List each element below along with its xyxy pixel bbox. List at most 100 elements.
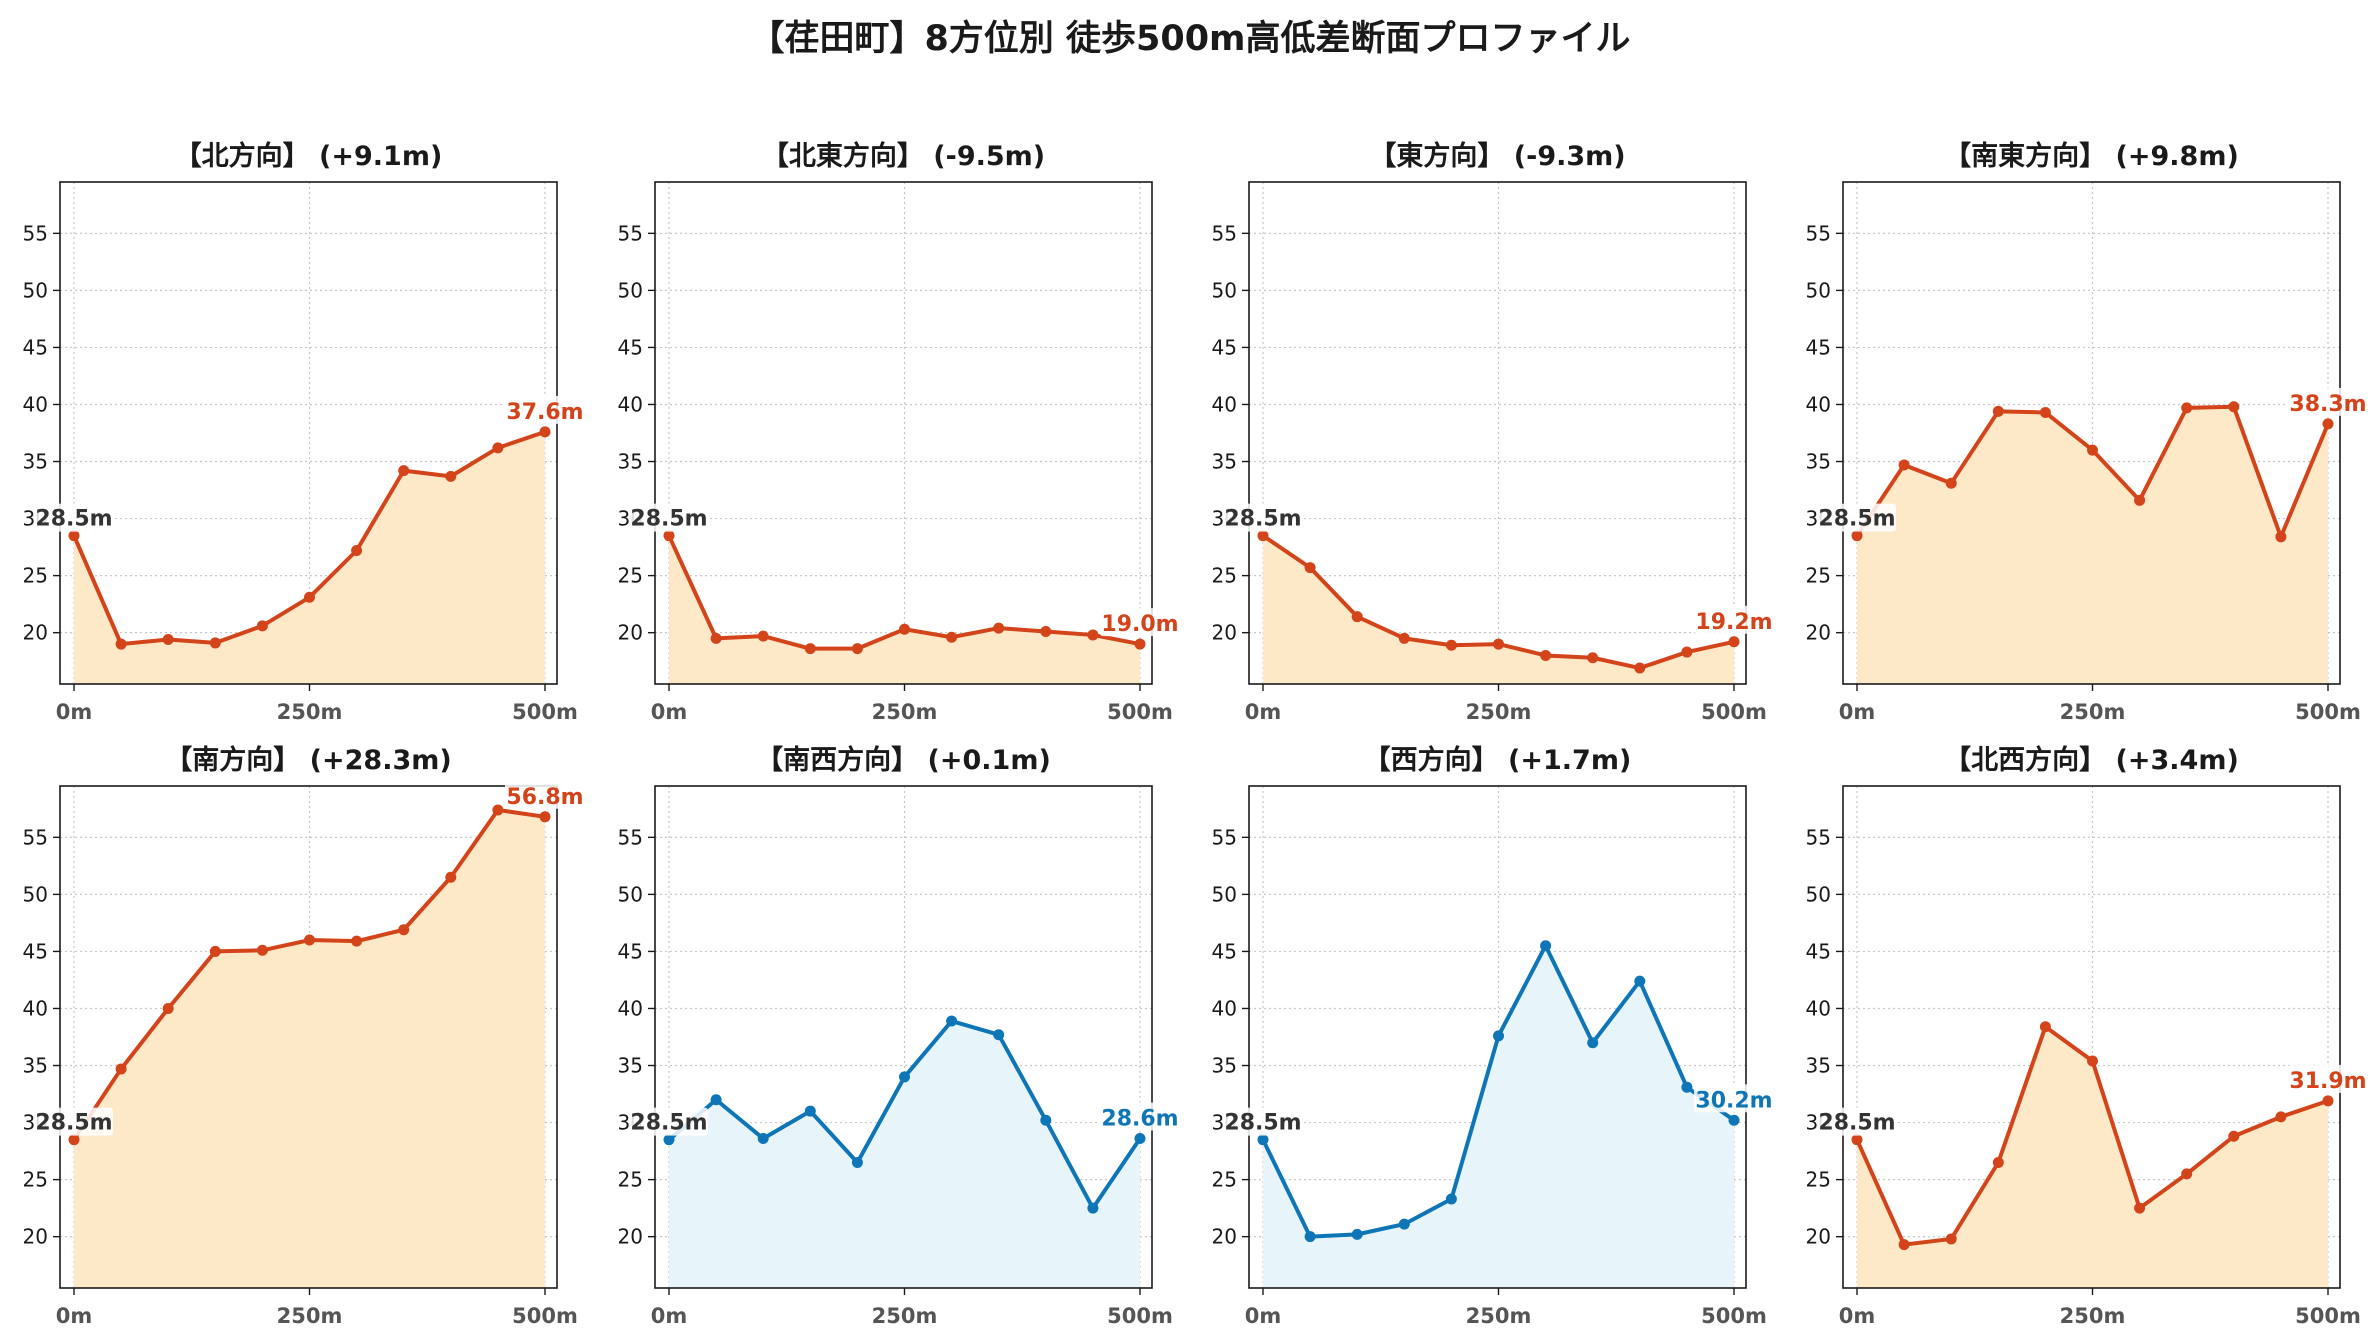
- data-point: [993, 1029, 1005, 1041]
- end-label-bg: [505, 780, 585, 809]
- area-fill: [1263, 945, 1734, 1288]
- data-point: [2181, 1168, 2193, 1180]
- data-point: [1087, 629, 1099, 641]
- x-tick-label: 250m: [872, 1304, 938, 1328]
- y-tick-label: 55: [1806, 221, 1831, 245]
- data-point: [1445, 639, 1457, 651]
- data-point: [993, 622, 1005, 634]
- end-label: 30.2m: [1695, 1088, 1772, 1113]
- y-tick-label: 55: [1212, 221, 1237, 245]
- data-point: [2134, 1202, 2146, 1214]
- x-tick-label: 0m: [1245, 700, 1282, 724]
- data-point: [2275, 1111, 2287, 1123]
- start-label-bg: [35, 1107, 113, 1136]
- area-fill: [1857, 406, 2328, 684]
- y-tick-label: 55: [1212, 825, 1237, 849]
- y-tick-label: 25: [23, 1168, 48, 1192]
- start-label: 28.5m: [1818, 1111, 1895, 1136]
- x-tick-label: 500m: [1107, 1304, 1173, 1328]
- y-tick-label: 40: [1212, 996, 1237, 1020]
- y-tick-label: 20: [23, 621, 48, 645]
- data-point: [2322, 418, 2334, 430]
- data-point: [757, 630, 769, 642]
- data-point: [1898, 1239, 1910, 1251]
- y-tick-label: 45: [1212, 939, 1237, 963]
- end-label-bg: [2288, 1064, 2368, 1093]
- start-label: 28.5m: [1818, 507, 1895, 532]
- area-fill: [1857, 1026, 2328, 1288]
- panel-title: 【東方向】 (-9.3m): [1369, 140, 1625, 172]
- x-tick-label: 500m: [2295, 1304, 2361, 1328]
- y-tick-label: 45: [23, 335, 48, 359]
- y-tick-label: 55: [618, 825, 643, 849]
- start-label: 28.5m: [630, 1111, 707, 1136]
- panel-title: 【北西方向】 (+3.4m): [1944, 744, 2239, 776]
- data-point: [1351, 1228, 1363, 1240]
- chart-panel: 20253035404550550m250m500m【北東方向】 (-9.5m)…: [618, 140, 1180, 724]
- data-point: [2134, 494, 2146, 506]
- end-label: 37.6m: [506, 400, 583, 425]
- end-label-bg: [1100, 608, 1180, 637]
- x-tick-label: 250m: [2060, 1304, 2126, 1328]
- y-tick-label: 35: [1212, 1054, 1237, 1078]
- y-tick-label: 55: [23, 221, 48, 245]
- data-point: [1587, 652, 1599, 664]
- data-point: [256, 944, 268, 956]
- data-point: [2181, 402, 2193, 414]
- data-point: [68, 1134, 80, 1146]
- y-tick-label: 55: [618, 221, 643, 245]
- area-fill: [1263, 535, 1734, 684]
- data-point: [1587, 1037, 1599, 1049]
- data-point: [1540, 649, 1552, 661]
- y-tick-label: 20: [1806, 1225, 1831, 1249]
- plot-frame: [59, 785, 558, 1289]
- end-label-bg: [1100, 1102, 1180, 1131]
- start-label-bg: [1224, 503, 1302, 532]
- data-point: [804, 1105, 816, 1117]
- plot-frame: [654, 785, 1153, 1289]
- y-tick-label: 35: [23, 1054, 48, 1078]
- y-tick-label: 40: [1806, 392, 1831, 416]
- x-tick-label: 0m: [56, 1304, 93, 1328]
- data-point: [1040, 626, 1052, 638]
- data-point: [304, 934, 315, 946]
- chart-panel: 20253035404550550m250m500m【北西方向】 (+3.4m)…: [1806, 744, 2368, 1328]
- x-tick-label: 250m: [1466, 1304, 1532, 1328]
- chart-panel: 20253035404550550m250m500m【南東方向】 (+9.8m)…: [1806, 140, 2368, 724]
- y-tick-label: 25: [1806, 1168, 1831, 1192]
- panel-title: 【西方向】 (+1.7m): [1364, 744, 1632, 776]
- y-tick-label: 35: [1806, 450, 1831, 474]
- data-point: [1257, 530, 1269, 542]
- end-label-bg: [1694, 1084, 1774, 1113]
- data-point: [1681, 646, 1693, 658]
- data-point: [162, 634, 174, 646]
- end-label: 31.9m: [2289, 1069, 2366, 1094]
- chart-panel: 20253035404550550m250m500m【東方向】 (-9.3m)2…: [1212, 140, 1774, 724]
- y-tick-label: 50: [1212, 278, 1237, 302]
- data-point: [2039, 406, 2051, 418]
- start-label-bg: [1818, 503, 1896, 532]
- data-point: [1134, 638, 1146, 650]
- start-label-bg: [1224, 1107, 1302, 1136]
- chart-panel: 20253035404550550m250m500m【北方向】 (+9.1m)2…: [23, 140, 585, 724]
- y-tick-label: 25: [1212, 564, 1237, 588]
- data-point: [1134, 1133, 1146, 1145]
- y-tick-label: 45: [1806, 335, 1831, 359]
- plot-frame: [654, 181, 1153, 685]
- end-label: 19.2m: [1695, 610, 1772, 635]
- data-point: [1040, 1114, 1052, 1126]
- data-point: [2322, 1095, 2334, 1107]
- data-point: [1945, 1233, 1957, 1245]
- x-tick-label: 500m: [512, 700, 578, 724]
- start-label: 28.5m: [35, 1111, 112, 1136]
- y-tick-label: 50: [1806, 278, 1831, 302]
- start-label-bg: [630, 503, 708, 532]
- panel-title: 【南西方向】 (+0.1m): [756, 744, 1051, 776]
- plot-frame: [1842, 181, 2341, 685]
- y-tick-label: 40: [1212, 392, 1237, 416]
- data-point: [492, 442, 504, 454]
- data-point: [1634, 662, 1646, 674]
- data-point: [1398, 632, 1410, 644]
- y-tick-label: 35: [618, 1054, 643, 1078]
- start-label-bg: [630, 1107, 708, 1136]
